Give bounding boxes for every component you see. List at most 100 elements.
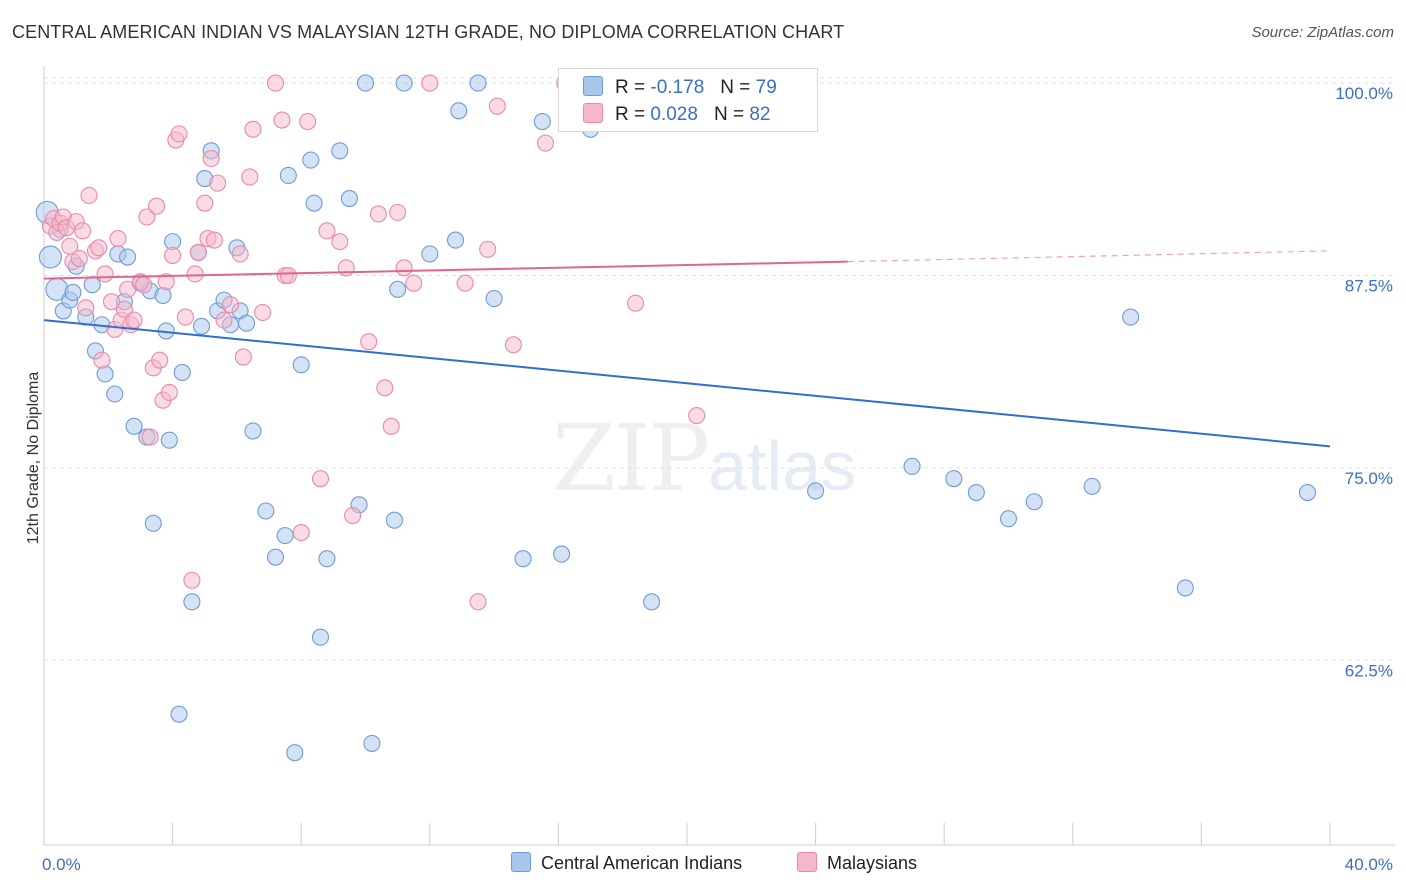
central-american-indians-point (356, 74, 375, 92)
malaysians-point (536, 134, 555, 152)
malaysians-point (469, 593, 487, 611)
central-american-indians-point (64, 283, 82, 301)
central-american-indians-trend-line (43, 319, 1331, 448)
central-american-indians-point (385, 511, 403, 529)
central-american-indians-point (967, 483, 985, 502)
malaysians-point (382, 417, 400, 435)
malaysians-point (479, 240, 497, 258)
central-american-indians-point (446, 231, 465, 249)
malaysians-point (244, 120, 262, 138)
central-american-indians-point (1025, 493, 1043, 511)
central-american-indians-point (170, 705, 188, 723)
malaysians-point (96, 265, 114, 283)
malaysians-point (74, 222, 92, 240)
malaysians-point (360, 333, 378, 351)
y-axis-title: 12th Grade, No Diploma (25, 371, 42, 545)
malaysians-point (331, 233, 349, 251)
central-american-indians-point (244, 422, 262, 440)
source-label: Source: ZipAtlas.com (1251, 24, 1394, 41)
malaysians-point (318, 222, 336, 240)
malaysians-point (311, 470, 330, 488)
malaysians-point (231, 245, 249, 263)
malaysians-point (102, 293, 121, 311)
malaysians-point (688, 407, 706, 425)
legend-item-malaysians: Malaysians (797, 852, 917, 874)
central-american-indians-point (331, 142, 349, 160)
legend-item-central-american-indians: Central American Indians (511, 852, 742, 874)
malaysians-point (405, 274, 423, 292)
malaysians-point (119, 280, 137, 298)
central-american-indians-point (160, 431, 178, 449)
central-american-indians-point (279, 166, 297, 184)
malaysians-point (273, 111, 291, 129)
central-american-indians-point (945, 470, 963, 488)
malaysians-point (344, 507, 362, 525)
central-american-indians-point (83, 276, 101, 294)
central-american-indians-point (1122, 308, 1140, 326)
central-american-indians-point (553, 545, 571, 563)
malaysians-point (389, 203, 407, 221)
malaysians-point (215, 311, 233, 329)
central-american-indians-point (305, 194, 323, 212)
malaysians-point (299, 113, 317, 131)
r-label-pink: R = (615, 104, 646, 125)
malaysians-point (504, 336, 522, 354)
malaysians-point (93, 351, 111, 369)
central-american-indians-point (276, 527, 294, 545)
central-american-indians-point (469, 74, 487, 92)
central-american-indians-point (119, 248, 137, 266)
central-american-indians-point (257, 502, 275, 520)
central-american-indians-point (266, 548, 285, 566)
central-american-indians-point (643, 593, 661, 611)
legend-swatch-central-american-indians (511, 852, 531, 872)
legend-label-central-american-indians: Central American Indians (541, 853, 743, 873)
malaysians-trend-extension (847, 250, 1331, 263)
malaysians-point (376, 379, 394, 397)
malaysians-point (488, 97, 506, 115)
watermark-atlas: atlas (708, 427, 857, 505)
legend-row-blue: R = -0.178 N = 79 (583, 76, 777, 98)
central-american-indians-point (302, 151, 320, 169)
malaysians-point (183, 571, 201, 589)
x-tick-label-min: 0.0% (42, 855, 81, 874)
central-american-indians-point (485, 290, 503, 308)
central-american-indians-point (173, 363, 191, 382)
n-value-blue: 79 (755, 77, 777, 98)
malaysians-point (70, 250, 88, 268)
chart-title: CENTRAL AMERICAN INDIAN VS MALAYSIAN 12T… (12, 22, 845, 42)
series-legend: Central American Indians Malaysians (0, 852, 1406, 876)
malaysians-point (189, 243, 207, 261)
x-tick-label-max: 40.0% (1345, 855, 1393, 874)
malaysians-point (241, 168, 259, 186)
central-american-indians-point (1176, 579, 1194, 597)
central-american-indians-point (144, 514, 162, 532)
r-label-blue: R = (615, 77, 646, 98)
legend-swatch-malaysians (797, 852, 817, 872)
malaysians-point (292, 523, 310, 542)
r-value-pink: 0.028 (650, 104, 698, 125)
legend-label-malaysians: Malaysians (827, 853, 918, 873)
central-american-indians-point (421, 245, 439, 263)
malaysians-point (109, 229, 127, 248)
malaysians-point (164, 246, 182, 265)
malaysians-point (421, 74, 439, 92)
malaysians-point (125, 311, 143, 329)
central-american-indians-point (514, 550, 532, 568)
malaysians-point (80, 186, 98, 205)
malaysians-point (186, 265, 204, 283)
central-american-indians-point (125, 417, 143, 435)
central-american-indians-point (318, 550, 336, 568)
malaysians-point (266, 74, 285, 92)
malaysians-point (157, 273, 175, 291)
malaysians-point (160, 383, 178, 402)
watermark-zip: ZIP (552, 405, 710, 512)
central-american-indians-point (1083, 477, 1101, 495)
malaysians-point (627, 294, 645, 312)
malaysians-point (254, 303, 272, 321)
y-tick-label: 62.5% (1345, 661, 1393, 680)
central-american-indians-point (192, 317, 211, 335)
central-american-indians-point (807, 482, 825, 500)
central-american-indians-point (311, 628, 330, 646)
n-value-pink: 82 (749, 104, 771, 125)
